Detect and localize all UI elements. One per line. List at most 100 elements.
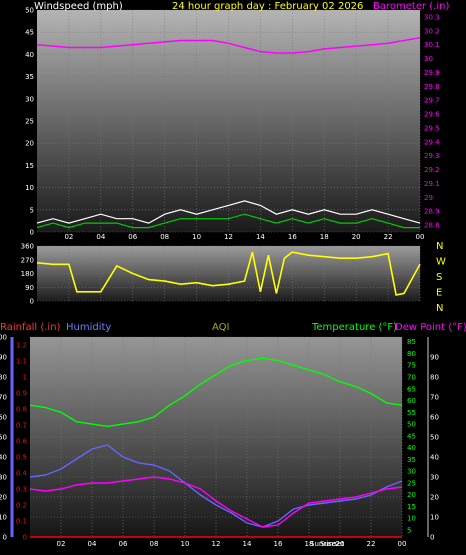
baro-y-tick-30.2: 30.2 — [424, 27, 440, 35]
compass-e-3: E — [436, 288, 442, 299]
baro-y-tick-29.1: 29.1 — [424, 180, 440, 188]
humidity-y-tick-70: 70 — [0, 394, 7, 402]
rain-y-tick-0: 0 — [23, 534, 27, 542]
wind-y-tick-10: 10 — [25, 184, 34, 192]
temp-y-tick-5: 5 — [407, 526, 411, 534]
wind-y-tick-40: 40 — [25, 51, 34, 59]
temp-y-tick-35: 35 — [407, 456, 416, 464]
wind-x-tick-12: 12 — [224, 233, 233, 241]
temp-y-tick-15: 15 — [407, 503, 416, 511]
temp-y-tick-55: 55 — [407, 409, 416, 417]
temp-y-tick-20: 20 — [407, 491, 416, 499]
humidity-y-tick-20: 20 — [0, 494, 7, 502]
humidity-y-tick-10: 10 — [0, 514, 7, 522]
wind-axis-label: Windspeed (mph) — [34, 1, 123, 12]
wind-y-tick-50: 50 — [25, 7, 34, 15]
temp-y-tick-85: 85 — [407, 338, 416, 346]
dir-y-tick-360: 360 — [21, 243, 34, 251]
wind-y-tick-20: 20 — [25, 140, 34, 148]
wind-line — [36, 200, 421, 224]
temp-x-tick-04: 04 — [88, 540, 97, 548]
temp-y-tick-10: 10 — [407, 515, 416, 523]
sunrise-label: Sunrise — [310, 540, 336, 548]
temp-y-tick-65: 65 — [407, 385, 416, 393]
wind-x-tick-22: 22 — [384, 233, 393, 241]
compass-w-1: W — [436, 257, 446, 268]
compass-n-4: N — [436, 303, 443, 314]
temp-x-tick-14: 14 — [243, 540, 252, 548]
dewpoint-line — [29, 476, 403, 528]
dir-y-tick-0: 0 — [30, 298, 34, 306]
rain-y-tick-0.3: 0.3 — [16, 486, 27, 494]
rain-y-tick-0.9: 0.9 — [16, 390, 27, 398]
temp-x-tick-22: 22 — [367, 540, 376, 548]
dew-y-tick-30: 30 — [430, 474, 439, 482]
temp-y-tick-50: 50 — [407, 421, 416, 429]
barometer-line — [36, 37, 421, 54]
wind-y-tick-45: 45 — [25, 29, 34, 37]
wind-y-tick-35: 35 — [25, 73, 34, 81]
baro-y-tick-30.3: 30.3 — [424, 13, 440, 21]
temp-y-tick-70: 70 — [407, 374, 416, 382]
rain-y-tick-0.1: 0.1 — [16, 518, 27, 526]
wind-x-tick-04: 04 — [96, 233, 105, 241]
barometer-axis-label: Barometer (.in) — [373, 1, 449, 12]
rain-y-tick-1.1: 1.1 — [16, 358, 27, 366]
dew-y-tick-80: 80 — [430, 374, 439, 382]
humidity-y-tick-80: 80 — [0, 374, 7, 382]
rainfall-axis-label: Rainfall (.in) — [0, 322, 61, 333]
rain-y-tick-0.4: 0.4 — [16, 470, 28, 478]
temp-y-tick-40: 40 — [407, 444, 416, 452]
dir-y-tick-180: 180 — [21, 270, 34, 278]
rain-y-tick-0.6: 0.6 — [16, 438, 28, 446]
dew-y-tick-0: 0 — [430, 534, 434, 542]
baro-y-tick-30.1: 30.1 — [424, 41, 440, 49]
humidity-y-tick-60: 60 — [0, 414, 7, 422]
dew-y-tick-70: 70 — [430, 394, 439, 402]
wind-y-tick-0: 0 — [30, 229, 34, 237]
wind-x-tick-08: 08 — [160, 233, 169, 241]
humidity-y-tick-50: 50 — [0, 434, 7, 442]
wind-y-tick-15: 15 — [25, 162, 34, 170]
temperature-axis-label: Temperature (°F) — [311, 322, 397, 333]
dew-y-tick-20: 20 — [430, 494, 439, 502]
baro-y-tick-29.6: 29.6 — [424, 111, 440, 119]
humidity-y-tick-0: 0 — [3, 534, 7, 542]
baro-y-tick-29.8: 29.8 — [424, 83, 440, 91]
wind-x-tick-00: 00 — [416, 233, 425, 241]
baro-y-tick-29.9: 29.9 — [424, 69, 440, 77]
temp-y-tick-25: 25 — [407, 479, 416, 487]
dew-y-tick-90: 90 — [430, 354, 439, 362]
temp-x-tick-06: 06 — [119, 540, 128, 548]
wind-x-tick-02: 02 — [64, 233, 73, 241]
temp-x-tick-16: 16 — [274, 540, 283, 548]
wind-x-tick-18: 18 — [320, 233, 329, 241]
humidity-y-tick-90: 90 — [0, 354, 7, 362]
wind-y-tick-30: 30 — [25, 95, 34, 103]
humidity-line — [29, 444, 403, 528]
baro-y-tick-28.9: 28.9 — [424, 208, 440, 216]
dir-y-tick-270: 270 — [21, 256, 34, 264]
temp-y-tick-30: 30 — [407, 468, 416, 476]
wind-x-tick-14: 14 — [256, 233, 265, 241]
rain-y-tick-0.2: 0.2 — [16, 502, 27, 510]
temp-x-tick-12: 12 — [212, 540, 221, 548]
temp-y-tick-75: 75 — [407, 362, 416, 370]
compass-n-0: N — [436, 241, 443, 252]
humidity-y-tick-100: 100 — [0, 334, 7, 342]
wind-x-tick-06: 06 — [128, 233, 137, 241]
dew-y-tick-60: 60 — [430, 414, 439, 422]
wind-x-tick-16: 16 — [288, 233, 297, 241]
sunset-label: Sunset — [320, 540, 344, 548]
baro-y-tick-29.5: 29.5 — [424, 124, 440, 132]
baro-y-tick-29.3: 29.3 — [424, 152, 440, 160]
baro-y-tick-29.2: 29.2 — [424, 166, 440, 174]
baro-y-tick-29.7: 29.7 — [424, 97, 440, 105]
temp-x-tick-10: 10 — [181, 540, 190, 548]
temp-x-tick-02: 02 — [57, 540, 66, 548]
rain-y-tick-0.8: 0.8 — [16, 406, 27, 414]
wind-y-tick-5: 5 — [30, 206, 34, 214]
wind_avg-line — [36, 213, 420, 229]
humidity-y-tick-40: 40 — [0, 454, 7, 462]
